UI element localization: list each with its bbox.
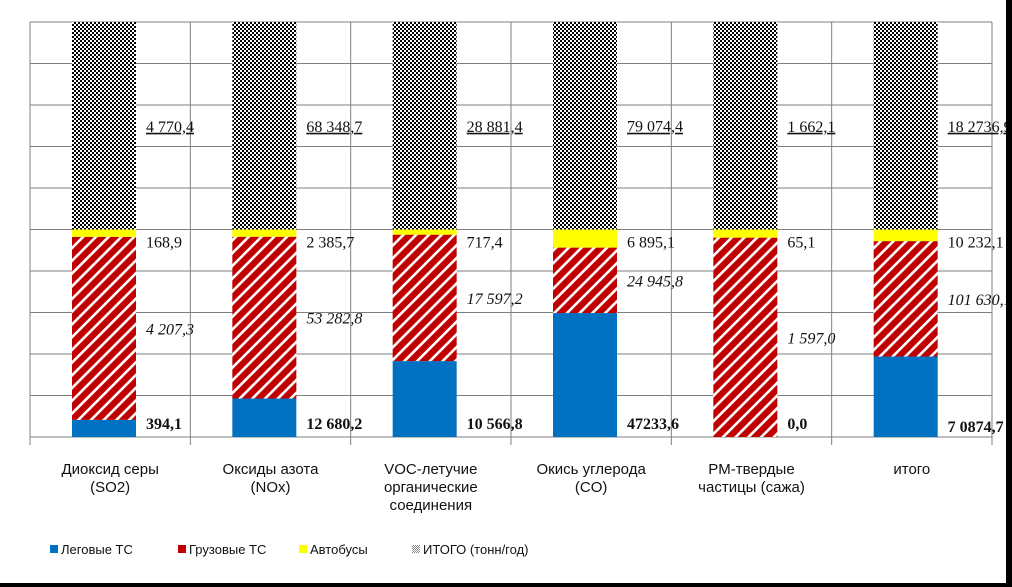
bar-segment xyxy=(232,236,297,399)
category-label: органические xyxy=(384,479,478,496)
bar-segment xyxy=(553,22,617,230)
data-label: 68 348,7 xyxy=(306,119,362,136)
bar-segment xyxy=(72,419,136,437)
bar-segment xyxy=(392,22,457,230)
data-label: 10 566,8 xyxy=(467,416,523,433)
legend-label: Автобусы xyxy=(310,542,368,557)
legend-swatch xyxy=(50,545,58,553)
data-label: 65,1 xyxy=(787,235,815,252)
bar-segment xyxy=(713,237,778,437)
bar-segment xyxy=(713,22,778,230)
bar-segment xyxy=(232,229,297,237)
bar-segment xyxy=(72,22,136,230)
legend-swatch xyxy=(178,545,186,553)
legend-label: Леговые ТС xyxy=(61,542,133,557)
legend-swatch xyxy=(412,545,420,553)
data-label: 1 662,1 xyxy=(787,119,835,136)
data-label: 47233,6 xyxy=(627,416,679,433)
category-label: Диоксид серы xyxy=(61,461,158,478)
data-label: 4 207,3 xyxy=(146,321,194,338)
bar-segment xyxy=(713,229,778,238)
data-label: 12 680,2 xyxy=(306,416,362,433)
data-label: 53 282,8 xyxy=(306,311,362,328)
bars xyxy=(72,22,938,437)
category-label: (CO) xyxy=(575,479,608,496)
data-label: 7 0874,7 xyxy=(948,419,1004,436)
bar-segment xyxy=(72,229,136,237)
category-label: VOC-летучие xyxy=(384,461,477,478)
data-label: 79 074,4 xyxy=(627,119,683,136)
bar-segment xyxy=(232,22,297,230)
bar-segment xyxy=(873,241,938,357)
data-label: 0,0 xyxy=(787,416,807,433)
category-labels: Диоксид серы(SO2) Оксиды азота(NOx) VOC-ле… xyxy=(61,461,930,514)
category-label: итого xyxy=(893,461,930,478)
bar-segment xyxy=(873,356,938,437)
bar-segment xyxy=(392,234,457,362)
data-label: 394,1 xyxy=(146,416,182,433)
data-label: 2 385,7 xyxy=(306,235,354,252)
bar-segment xyxy=(392,361,457,437)
data-label: 18 2736,9 xyxy=(948,119,1006,136)
legend-swatch xyxy=(299,545,307,553)
category-label: (NOx) xyxy=(251,479,291,496)
bar-segment xyxy=(553,247,617,314)
legend: Леговые ТС Грузовые ТС Автобусы ИТОГО (тонн… xyxy=(50,542,529,557)
data-label: 24 945,8 xyxy=(627,273,683,290)
bar-segment xyxy=(392,229,457,235)
bar-segment xyxy=(553,229,617,248)
bar-segment xyxy=(232,398,297,437)
data-label: 28 881,4 xyxy=(467,119,523,136)
bar-segment xyxy=(553,313,617,437)
grid-lines xyxy=(29,21,993,445)
category-label: (SO2) xyxy=(90,479,130,496)
bar-segment xyxy=(873,22,938,230)
legend-label: ИТОГО (тонн/год) xyxy=(423,542,529,557)
data-label: 101 630,1 xyxy=(948,292,1006,309)
data-label: 10 232,1 xyxy=(948,235,1004,252)
data-label: 168,9 xyxy=(146,235,182,252)
data-label: 1 597,0 xyxy=(787,330,835,347)
bar-segment xyxy=(72,236,136,420)
data-label: 6 895,1 xyxy=(627,234,675,251)
legend-label: Грузовые ТС xyxy=(189,542,266,557)
category-label: Оксиды азота xyxy=(223,461,320,478)
category-label: соединения xyxy=(390,497,473,514)
bar-segment xyxy=(873,229,938,242)
category-label: частицы (сажа) xyxy=(698,479,805,496)
data-label: 4 770,4 xyxy=(146,119,194,136)
category-label: Окись углерода xyxy=(537,461,647,478)
data-labels: 394,1 4 207,3 168,9 4 770,4 12 680,2 53 282,8… xyxy=(146,119,1006,436)
data-label: 717,4 xyxy=(467,235,503,252)
data-label: 17 597,2 xyxy=(467,291,523,308)
category-label: PM-твердые xyxy=(708,461,794,478)
